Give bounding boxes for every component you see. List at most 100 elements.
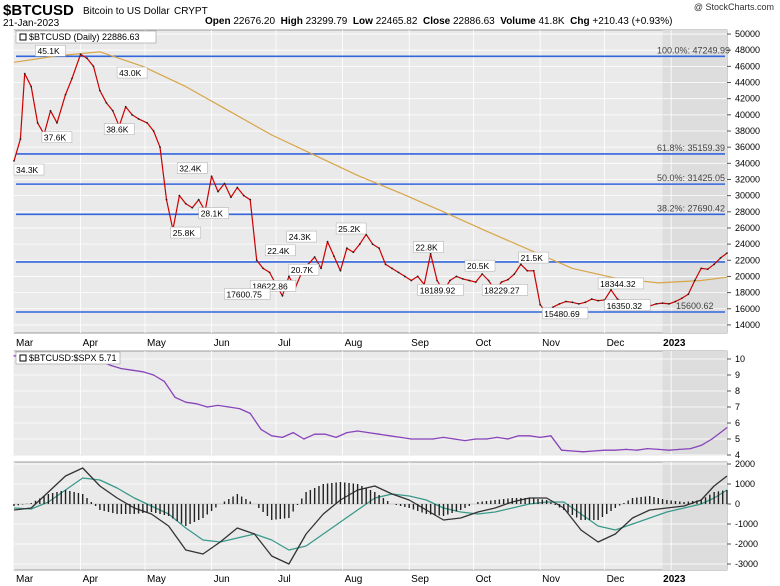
histogram-bar (528, 498, 531, 504)
histogram-bar (112, 504, 114, 513)
ratio-point (292, 432, 294, 434)
histogram-bar (361, 486, 363, 504)
y-tick-label: 50000 (735, 29, 760, 39)
chart-date: 21-Jan-2023 (3, 18, 60, 29)
histogram-bar (283, 504, 286, 519)
annotation-label: 18229.27 (484, 285, 520, 295)
ratio-point (13, 355, 15, 357)
close-label: Close (422, 16, 451, 27)
x-tick-label: Dec (607, 574, 625, 585)
y-tick-label: 4 (735, 450, 740, 460)
histogram-bar (636, 497, 638, 504)
histogram-bar (189, 504, 191, 524)
ratio-point (571, 450, 573, 452)
histogram-bar (593, 504, 595, 520)
ratio-point (271, 435, 273, 437)
price-point (36, 122, 39, 124)
y-tick-label: 42000 (735, 94, 760, 104)
volume-value: 41.8K (538, 16, 565, 27)
price-annotation: 34.3K (13, 163, 45, 176)
histogram-bar (69, 491, 71, 504)
ratio-point (528, 435, 531, 437)
ratio-point (464, 440, 466, 442)
ratio-point (636, 449, 638, 451)
y-tick-label: 6 (735, 418, 740, 428)
price-point (49, 109, 52, 112)
price-annotation: 21.5K (518, 251, 549, 264)
annotation-box (198, 207, 229, 219)
histogram-bar (172, 504, 174, 519)
price-point (30, 85, 33, 88)
ratio-point (657, 448, 659, 450)
histogram-bar (464, 504, 466, 508)
ratio-point (335, 436, 337, 438)
histogram-bar (176, 504, 178, 521)
annotation-label: 16350.32 (607, 301, 643, 311)
source-credit[interactable]: @ StockCharts.com (693, 2, 774, 12)
price-point (210, 175, 213, 178)
price-point (99, 89, 101, 92)
histogram-bar (82, 494, 84, 504)
annotation-label: 15480.69 (544, 309, 580, 319)
histogram-bar (498, 499, 501, 504)
price-annotation: 17600.75 (224, 288, 271, 300)
price-point (455, 275, 458, 278)
annotation-box (481, 284, 529, 296)
x-tick-label: Jul (278, 574, 291, 585)
price-point (706, 268, 709, 271)
y-tick-label: 5 (735, 434, 740, 444)
annotation-box (417, 284, 464, 296)
histogram-bar (146, 504, 148, 513)
price-point (191, 206, 194, 209)
histogram-bar (197, 504, 200, 520)
ratio-point (142, 371, 144, 373)
y-tick-label: 46000 (735, 61, 760, 71)
price-point (124, 105, 127, 108)
price-point (71, 77, 73, 80)
price-point (79, 53, 82, 56)
y-tick-label: 28000 (735, 207, 760, 217)
histogram-bar (691, 501, 694, 504)
annotation-box (464, 259, 496, 272)
price-annotation: 15480.69 (542, 307, 589, 320)
panel-2-background (13, 461, 728, 571)
legend-swatch (19, 354, 27, 362)
annotation-label: 22.4K (267, 246, 290, 256)
histogram-bar (210, 504, 213, 511)
low-label: Low (352, 16, 373, 27)
histogram-bar (597, 504, 599, 520)
annotation-box (103, 123, 135, 135)
price-point (539, 303, 542, 306)
price-point (719, 256, 722, 259)
price-point (610, 288, 612, 291)
price-point (468, 279, 471, 282)
chart-header: $BTCUSD Bitcoin to US Dollar CRYPT 21-Ja… (0, 0, 780, 30)
x-tick-label: Apr (83, 574, 99, 585)
ratio-point (314, 433, 316, 435)
y-tick-label: 0 (735, 499, 740, 509)
histogram-bar (459, 504, 462, 510)
ratio-point (399, 436, 402, 438)
price-annotation: 28.1K (198, 207, 229, 219)
histogram-bar (713, 492, 715, 504)
price-point (513, 273, 516, 275)
x-tick-label: May (147, 574, 166, 585)
histogram-bar (429, 504, 432, 515)
histogram-bar (726, 490, 728, 504)
annotation-label: 45.1K (37, 46, 60, 56)
ratio-point (550, 435, 552, 437)
price-point (19, 138, 22, 140)
ratio-point (726, 427, 728, 429)
ratio-point (163, 380, 165, 382)
annotation-box (288, 263, 320, 276)
histogram-bar (404, 504, 406, 507)
ratio-point (614, 449, 616, 451)
fib-label: 15600.62 (676, 301, 714, 311)
histogram-bar (515, 498, 518, 504)
ratio-point (185, 401, 187, 403)
price-point (668, 303, 670, 305)
histogram-bar (580, 504, 582, 520)
price-point (262, 267, 265, 270)
x-tick-label: 2023 (663, 338, 686, 349)
